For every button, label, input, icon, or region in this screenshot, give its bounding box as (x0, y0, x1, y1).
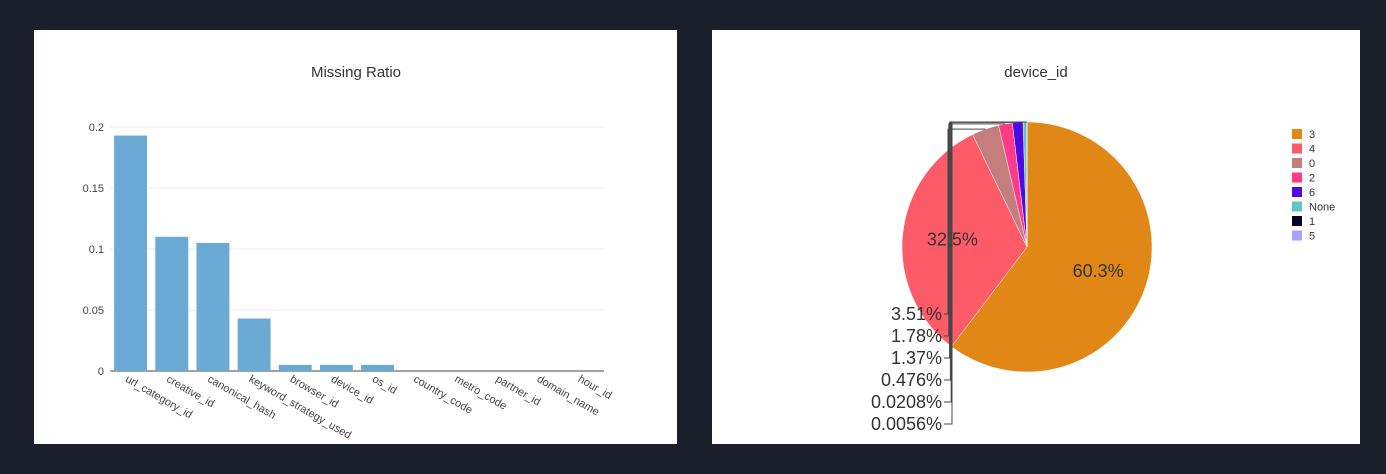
legend-swatch[interactable] (1292, 129, 1302, 139)
y-tick-label: 0 (98, 366, 104, 378)
legend-swatch[interactable] (1292, 158, 1302, 168)
pie-slice-label: 3.51% (891, 304, 942, 324)
y-tick-label: 0.2 (89, 122, 104, 134)
legend-label[interactable]: 4 (1309, 144, 1315, 156)
bar[interactable] (114, 135, 148, 371)
bar[interactable] (278, 364, 312, 371)
pie-slice-label: 0.0056% (871, 414, 942, 434)
pie-slice-label: 1.37% (891, 348, 942, 368)
legend-label[interactable]: None (1309, 202, 1335, 214)
legend-label[interactable]: 1 (1309, 216, 1315, 228)
legend-swatch[interactable] (1292, 172, 1302, 183)
legend-label[interactable]: 6 (1309, 187, 1315, 199)
pie-slice[interactable] (951, 121, 1153, 373)
pie-chart-panel: device_id 60.3% 32.5% 3.51% 1.78% 1.37% 0.476… (712, 30, 1360, 444)
y-tick-label: 0.05 (83, 305, 104, 317)
pie-label-leader-line (944, 128, 986, 315)
legend-swatch[interactable] (1292, 230, 1302, 241)
legend-swatch[interactable] (1292, 187, 1302, 197)
device-id-pie-chart: device_id 60.3%32.5%3.51%1.78%1.37%0.476… (871, 64, 1335, 434)
y-tick-label: 0.15 (83, 183, 104, 195)
bar[interactable] (155, 236, 189, 371)
legend-label[interactable]: 0 (1309, 158, 1315, 170)
bar[interactable] (237, 318, 271, 371)
missing-ratio-bar-chart: Missing Ratio 00.050.10.150.2 url_catego… (83, 64, 614, 442)
legend-label[interactable]: 3 (1309, 129, 1315, 141)
bar-chart-panel: Missing Ratio 0 0.05 0.1 0.15 0.2 url_catego… (34, 30, 677, 444)
pie-slice-label: 0.0208% (871, 392, 942, 412)
legend-swatch[interactable] (1292, 143, 1302, 154)
bar[interactable] (361, 364, 395, 371)
pie-slice-label: 60.3% (1073, 261, 1124, 281)
y-tick-label: 0.1 (89, 244, 104, 256)
legend-label[interactable]: 2 (1309, 173, 1315, 185)
legend-swatch[interactable] (1292, 201, 1302, 212)
pie-label-leader-line (944, 121, 1027, 425)
x-tick-label: os_id (370, 373, 399, 397)
pie-slice-label: 0.476% (881, 370, 942, 390)
bar[interactable] (319, 364, 353, 371)
pie-label-leader-line (944, 123, 1006, 337)
bar-chart-title: Missing Ratio (311, 64, 401, 81)
legend-swatch[interactable] (1292, 216, 1302, 226)
pie-slice-label: 1.78% (891, 326, 942, 346)
bar[interactable] (196, 242, 230, 371)
legend-label[interactable]: 5 (1309, 231, 1315, 243)
pie-slice[interactable] (901, 134, 1028, 347)
pie-chart-title: device_id (1004, 64, 1067, 81)
